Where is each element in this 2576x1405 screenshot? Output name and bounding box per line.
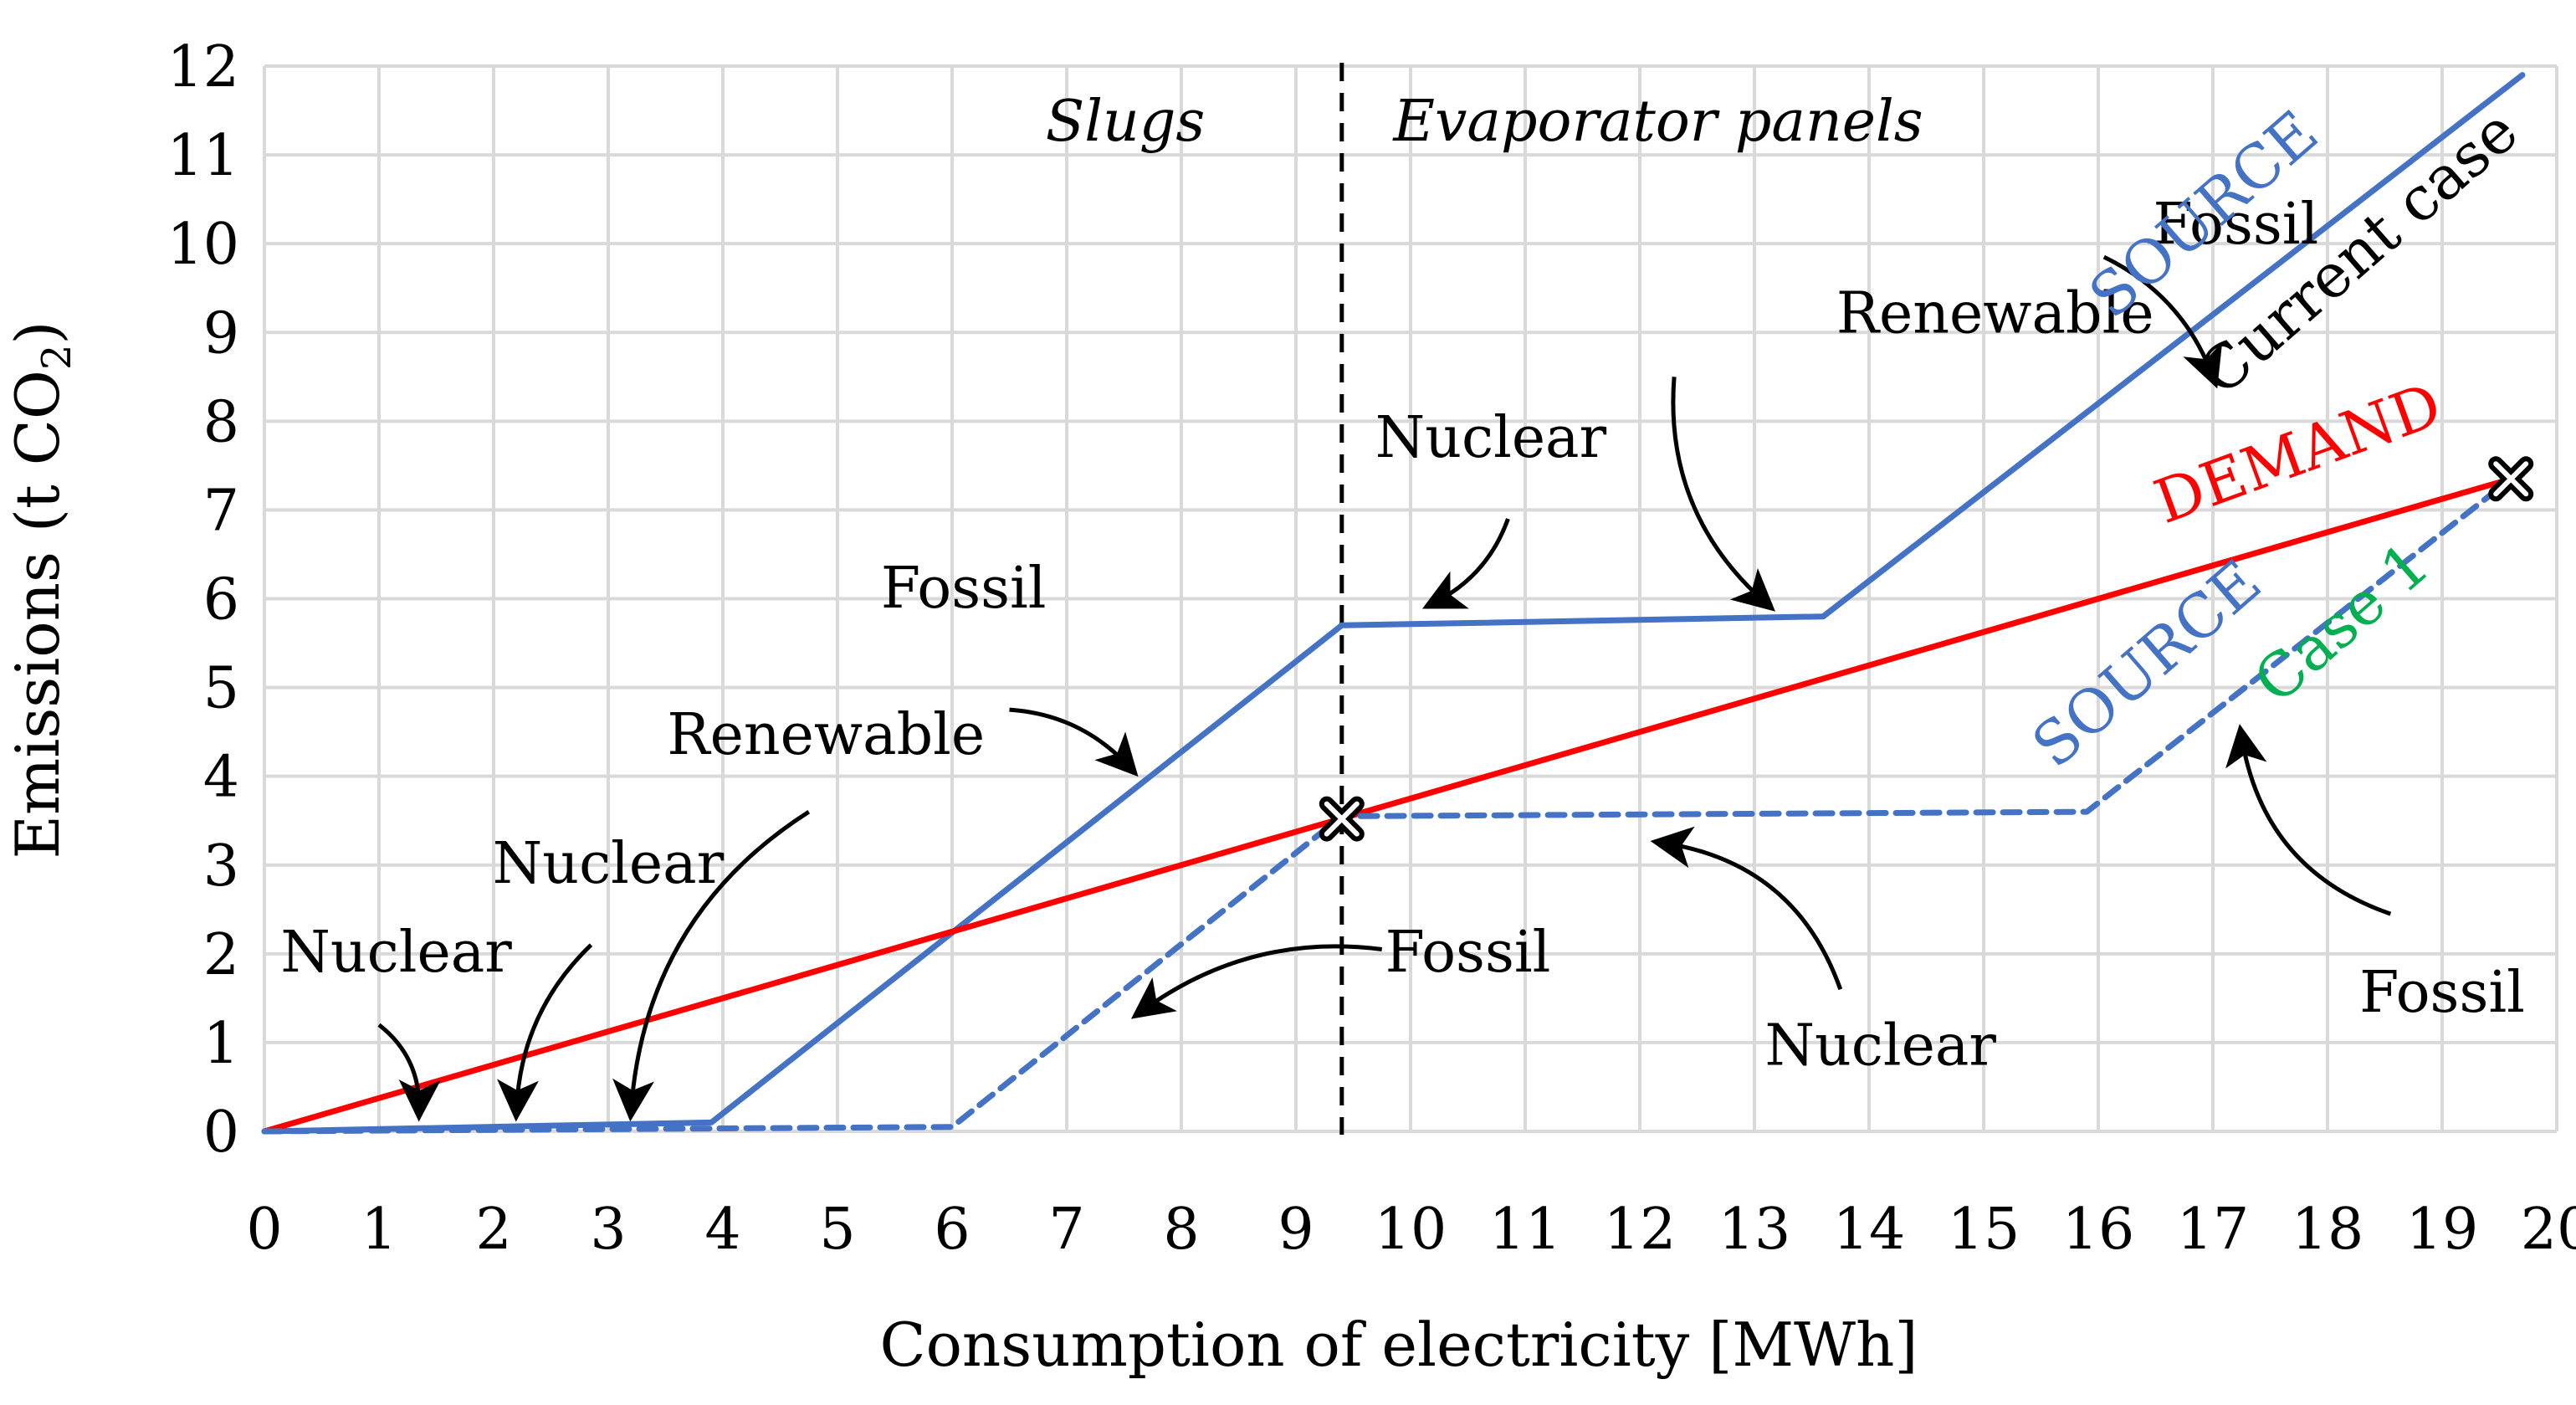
annotation-label: Fossil	[2359, 960, 2525, 1026]
annotation-arrow	[1009, 707, 1139, 777]
x-tick-label: 4	[704, 1197, 740, 1263]
x-tick-label: 12	[1604, 1197, 1677, 1263]
annotation-label: Fossil	[1385, 920, 1551, 986]
annotation-arrow	[377, 1023, 441, 1122]
annotation-arrow	[1130, 944, 1383, 1019]
x-tick-label: 20	[2521, 1197, 2576, 1263]
annotation-label: Nuclear	[280, 920, 512, 986]
intersection-marker	[2488, 456, 2534, 502]
y-axis-title-prefix: Emissions (t CO	[3, 370, 73, 859]
x-tick-labels: 0 1 2 3 4 5 6 7 8 9 10 11 12 13 14 15 16 17 18 19 20	[246, 1197, 2576, 1263]
x-tick-label: 19	[2406, 1197, 2479, 1263]
y-tick-label: 3	[203, 833, 239, 900]
x-tick-label: 1	[361, 1197, 397, 1263]
annotation-label: Nuclear	[1375, 405, 1607, 471]
intersection-marker	[1319, 796, 1365, 842]
region-label-evaporator-panels: Evaporator panels	[1391, 89, 1923, 155]
x-axis-title: Consumption of electricity [MWh]	[879, 1310, 1918, 1380]
x-tick-label: 17	[2177, 1197, 2250, 1263]
annotation-labels: Nuclear Nuclear Renewable Fossil Nuclear Rene…	[280, 192, 2525, 1079]
annotation-arrow	[1650, 826, 1843, 991]
annotation-label: Renewable	[1836, 280, 2154, 346]
y-tick-label: 10	[166, 212, 239, 278]
annotation-arrow	[1422, 518, 1510, 609]
annotation-arrow	[2225, 724, 2392, 916]
x-tick-label: 6	[934, 1197, 970, 1263]
intersection-markers	[1319, 456, 2534, 842]
grid	[263, 64, 2558, 1133]
x-tick-label: 8	[1163, 1197, 1199, 1263]
annotation-label: Fossil	[2153, 192, 2319, 258]
y-axis-title-suffix: )	[3, 320, 73, 344]
x-tick-label: 0	[246, 1197, 282, 1263]
x-tick-label: 10	[1375, 1197, 1447, 1263]
x-tick-label: 14	[1833, 1197, 1906, 1263]
y-tick-label: 6	[203, 567, 239, 633]
x-tick-label: 15	[1948, 1197, 2020, 1263]
x-tick-label: 13	[1718, 1197, 1791, 1263]
demand-line	[261, 475, 2514, 1135]
y-tick-label: 5	[203, 656, 239, 722]
y-tick-label: 4	[203, 745, 239, 811]
annotation-arrow	[1671, 377, 1775, 612]
x-tick-label: 16	[2062, 1197, 2135, 1263]
marker-fill	[1324, 801, 1360, 837]
x-tick-label: 7	[1048, 1197, 1084, 1263]
y-tick-label: 0	[203, 1100, 239, 1166]
y-tick-label: 11	[166, 123, 239, 189]
region-label-slugs: Slugs	[1046, 89, 1206, 155]
y-tick-label: 8	[203, 389, 239, 455]
source-current-line	[261, 72, 2526, 1135]
annotation-arrow	[2102, 254, 2223, 389]
annotation-label: Nuclear	[493, 831, 725, 897]
annotation-label: Fossil	[881, 556, 1047, 622]
annotation-label: Nuclear	[1764, 1013, 1996, 1079]
x-tick-label: 2	[475, 1197, 511, 1263]
x-tick-label: 3	[590, 1197, 626, 1263]
y-tick-label: 2	[203, 922, 239, 988]
y-tick-label: 7	[203, 478, 239, 544]
annotation-arrow	[612, 809, 811, 1122]
y-tick-label: 9	[203, 300, 239, 367]
y-tick-label: 12	[166, 34, 239, 100]
x-tick-label: 9	[1278, 1197, 1314, 1263]
y-tick-label: 1	[203, 1011, 239, 1077]
marker-fill	[2493, 461, 2529, 497]
annotation-arrow	[497, 943, 593, 1122]
y-axis-title: Emissions (t CO2)	[3, 320, 80, 859]
source-case1-label: SOURCE	[2019, 546, 2274, 781]
x-tick-label: 11	[1489, 1197, 1562, 1263]
annotation-arrows	[377, 254, 2392, 1122]
y-axis-title-subscript: 2	[33, 345, 80, 371]
x-tick-label: 5	[819, 1197, 855, 1263]
x-tick-label: 18	[2292, 1197, 2364, 1263]
annotation-label: Renewable	[667, 702, 985, 768]
